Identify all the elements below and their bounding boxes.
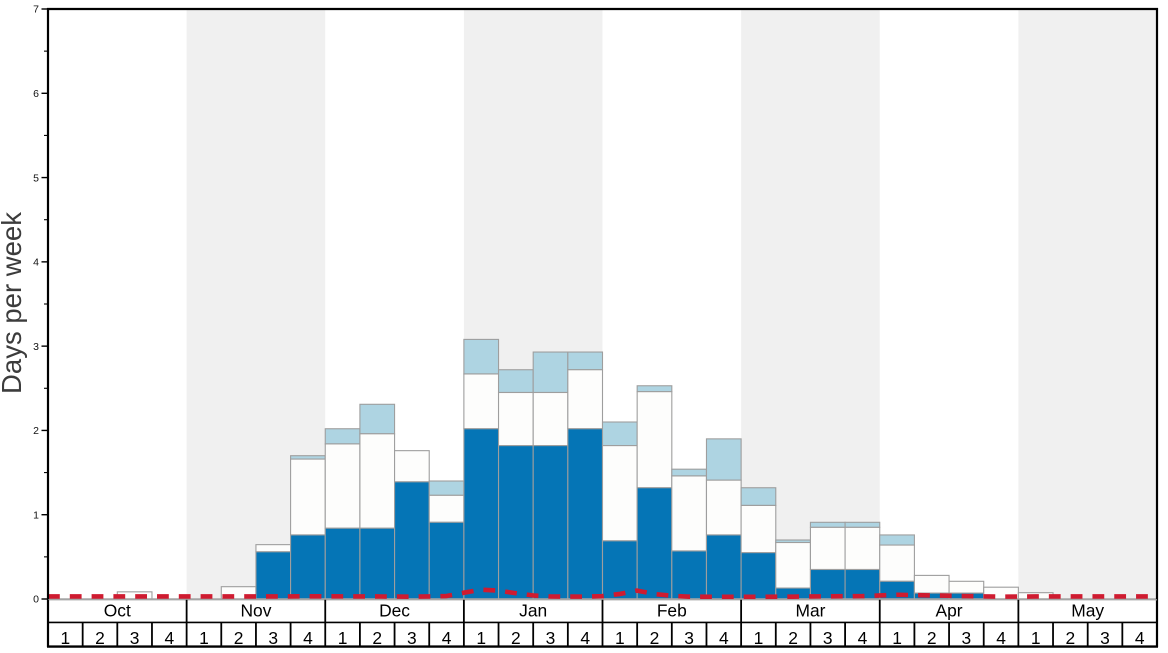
svg-text:3: 3 — [546, 628, 556, 648]
svg-text:4: 4 — [580, 628, 590, 648]
svg-text:6: 6 — [33, 88, 39, 100]
svg-text:Mar: Mar — [795, 600, 825, 620]
svg-text:May: May — [1071, 600, 1104, 620]
svg-text:4: 4 — [33, 257, 39, 269]
svg-text:Dec: Dec — [379, 600, 410, 620]
svg-text:1: 1 — [338, 628, 348, 648]
svg-text:2: 2 — [650, 628, 660, 648]
svg-text:0: 0 — [33, 594, 39, 606]
svg-text:Apr: Apr — [936, 600, 963, 620]
svg-text:Oct: Oct — [104, 600, 131, 620]
svg-text:Feb: Feb — [657, 600, 687, 620]
svg-text:Days per week: Days per week — [0, 212, 27, 394]
svg-text:1: 1 — [892, 628, 902, 648]
svg-text:3: 3 — [130, 628, 140, 648]
svg-text:2: 2 — [372, 628, 382, 648]
svg-text:1: 1 — [476, 628, 486, 648]
svg-text:Jan: Jan — [519, 600, 547, 620]
svg-text:4: 4 — [1135, 628, 1145, 648]
svg-text:3: 3 — [1100, 628, 1110, 648]
svg-text:1: 1 — [60, 628, 70, 648]
svg-text:2: 2 — [33, 425, 39, 437]
svg-text:3: 3 — [268, 628, 278, 648]
svg-text:3: 3 — [407, 628, 417, 648]
svg-text:4: 4 — [996, 628, 1006, 648]
svg-text:2: 2 — [1066, 628, 1076, 648]
svg-text:4: 4 — [303, 628, 313, 648]
svg-text:1: 1 — [754, 628, 764, 648]
svg-text:4: 4 — [719, 628, 729, 648]
svg-text:3: 3 — [684, 628, 694, 648]
svg-text:4: 4 — [164, 628, 174, 648]
svg-text:7: 7 — [33, 4, 39, 16]
svg-text:2: 2 — [234, 628, 244, 648]
svg-text:Nov: Nov — [240, 600, 271, 620]
svg-text:2: 2 — [511, 628, 521, 648]
svg-text:4: 4 — [442, 628, 452, 648]
svg-text:1: 1 — [33, 509, 39, 521]
svg-text:5: 5 — [33, 172, 39, 184]
svg-text:2: 2 — [95, 628, 105, 648]
svg-text:3: 3 — [33, 341, 39, 353]
svg-text:3: 3 — [962, 628, 972, 648]
svg-text:2: 2 — [927, 628, 937, 648]
svg-text:1: 1 — [615, 628, 625, 648]
svg-text:3: 3 — [823, 628, 833, 648]
svg-text:4: 4 — [858, 628, 868, 648]
svg-text:1: 1 — [199, 628, 209, 648]
svg-text:1: 1 — [1031, 628, 1041, 648]
svg-text:2: 2 — [788, 628, 798, 648]
